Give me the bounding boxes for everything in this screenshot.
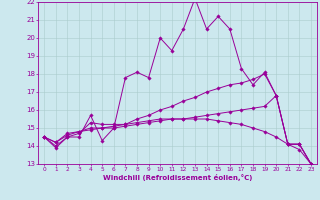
X-axis label: Windchill (Refroidissement éolien,°C): Windchill (Refroidissement éolien,°C) [103,174,252,181]
